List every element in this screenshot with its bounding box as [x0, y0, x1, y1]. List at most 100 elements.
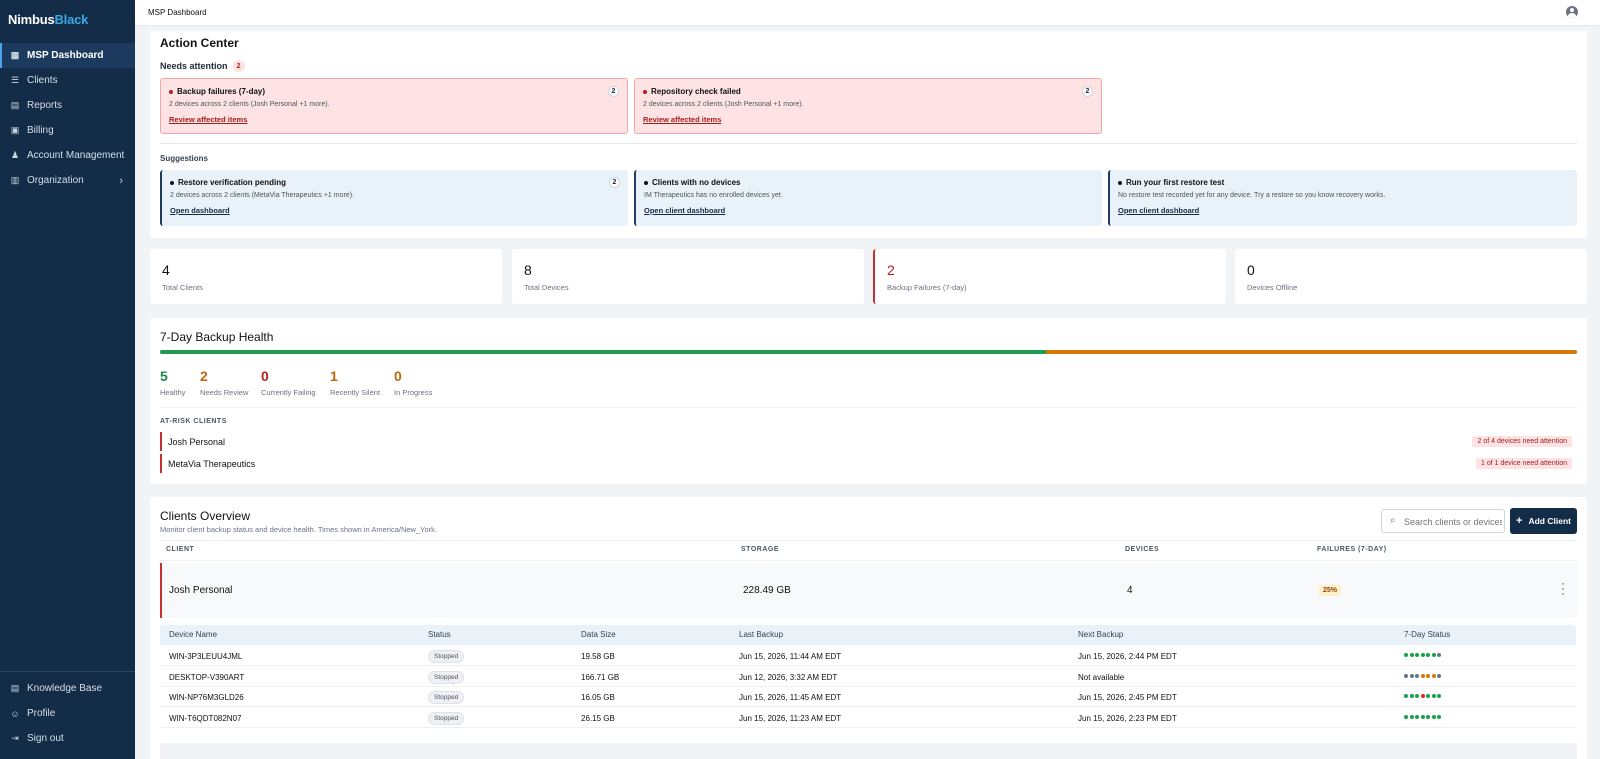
metric-value: 1: [330, 368, 338, 384]
sidebar-item-billing[interactable]: ▣ Billing: [0, 118, 135, 143]
metric-label: Recently Silent: [330, 388, 381, 397]
device-data-size: 19.58 GB: [581, 652, 615, 661]
sliders-icon: ☰: [10, 75, 20, 85]
backup-health-card: [150, 318, 1587, 484]
status-dot: [1404, 653, 1408, 657]
brand-logo[interactable]: NimbusBlack: [8, 12, 88, 27]
status-dot: [1404, 674, 1408, 678]
device-column-7day-status: 7-Day Status: [1404, 630, 1451, 639]
column-header-storage[interactable]: STORAGE: [741, 546, 779, 553]
divider: [160, 407, 1577, 408]
sidebar-item-label: Billing: [27, 125, 54, 136]
metric-label: Currently Failing: [261, 388, 316, 397]
clients-overview-title: Clients Overview: [160, 509, 251, 523]
topbar: MSP Dashboard: [135, 0, 1600, 26]
seven-day-status-dots: [1404, 653, 1441, 657]
column-header-failures[interactable]: FAILURES (7-DAY): [1317, 546, 1387, 553]
add-client-button[interactable]: + Add Client: [1510, 508, 1577, 534]
add-client-label: Add Client: [1528, 516, 1571, 526]
alert-description: 2 devices across 2 clients (Josh Persona…: [169, 101, 330, 108]
column-header-devices[interactable]: DEVICES: [1125, 546, 1160, 553]
sidebar-item-profile[interactable]: ☺ Profile: [0, 701, 135, 726]
plus-icon: +: [1516, 515, 1523, 527]
alert-title: Repository check failed: [651, 87, 741, 96]
alert-count: 2: [608, 86, 619, 97]
suggestion-count: 2: [609, 177, 620, 188]
user-icon: ☺: [10, 708, 20, 719]
sidebar-item-account-management[interactable]: ♟ Account Management: [0, 143, 135, 168]
needs-attention-count: 2: [232, 60, 245, 72]
status-dot: [1404, 694, 1408, 698]
alert-description: 2 devices across 2 clients (Josh Persona…: [643, 101, 804, 108]
open-client-dashboard-link[interactable]: Open client dashboard: [1118, 206, 1200, 215]
page-title: MSP Dashboard: [148, 8, 207, 17]
divider: [160, 143, 1577, 144]
device-row[interactable]: WIN-NP76M3GLD26 Stopped 16.05 GB Jun 15, 20…: [160, 687, 1576, 707]
device-data-size: 166.71 GB: [581, 673, 620, 682]
metric-in-progress: 0 In Progress: [394, 368, 432, 397]
column-header-client[interactable]: CLIENT: [166, 546, 195, 553]
users-icon: ♟: [10, 150, 20, 160]
review-affected-items-link[interactable]: Review affected items: [643, 115, 722, 124]
review-affected-items-link[interactable]: Review affected items: [169, 115, 248, 124]
sidebar-item-label: MSP Dashboard: [27, 50, 104, 61]
search-input[interactable]: [1404, 514, 1502, 529]
backup-health-title: 7-Day Backup Health: [160, 330, 274, 344]
at-risk-label: AT-RISK CLIENTS: [160, 418, 227, 425]
metric-value: 0: [394, 368, 402, 384]
suggestion-description: 2 devices across 2 clients (MetaVia Ther…: [170, 192, 354, 199]
sidebar-item-knowledge-base[interactable]: ▤ Knowledge Base: [0, 676, 135, 701]
device-name: WIN-NP76M3GLD26: [169, 693, 244, 702]
alert-repository-check: Repository check failed 2 2 devices acro…: [634, 78, 1102, 134]
sidebar-item-clients[interactable]: ☰ Clients: [0, 68, 135, 93]
alert-count: 2: [1082, 86, 1093, 97]
sidebar-item-label: Profile: [27, 708, 56, 719]
user-avatar-icon[interactable]: [1566, 6, 1578, 18]
seven-day-status-dots: [1404, 715, 1441, 719]
sidebar-item-label: Sign out: [27, 733, 64, 744]
suggestion-title: Run your first restore test: [1126, 178, 1225, 187]
brand-name-accent: Black: [54, 12, 89, 27]
stat-devices-offline: 0 Devices Offline: [1235, 249, 1587, 304]
status-dot: [1404, 715, 1408, 719]
seven-day-status-dots: [1404, 674, 1441, 678]
status-dot: [1437, 715, 1441, 719]
divider: [160, 540, 1577, 541]
more-options-icon[interactable]: · · ·: [1561, 576, 1565, 600]
metric-label: Needs Review: [200, 388, 249, 397]
grid-icon: ▦: [10, 50, 20, 60]
metric-label: In Progress: [394, 388, 433, 397]
device-column-last-backup: Last Backup: [739, 630, 784, 639]
device-last-backup: Jun 15, 2026, 11:44 AM EDT: [739, 652, 842, 661]
status-dot: [1437, 694, 1441, 698]
metric-value: 2: [200, 368, 208, 384]
status-dot: [1409, 674, 1414, 678]
status-dot: [1409, 694, 1414, 698]
device-row[interactable]: DESKTOP-V390ART Stopped 166.71 GB Jun 12, 2…: [160, 667, 1576, 687]
at-risk-client-row[interactable]: Josh Personal 2 of 4 devices need attenti…: [160, 432, 1572, 451]
device-data-size: 16.05 GB: [581, 693, 615, 702]
status-badge: Stopped: [428, 650, 465, 663]
device-next-backup: Jun 15, 2026, 2:45 PM EDT: [1078, 693, 1177, 702]
device-row[interactable]: WIN-T6QDT082N07 Stopped 26.15 GB Jun 15, 20…: [160, 708, 1576, 728]
stat-label: Backup Failures (7-day): [887, 283, 967, 292]
client-name: Josh Personal: [169, 585, 233, 596]
open-client-dashboard-link[interactable]: Open client dashboard: [644, 206, 726, 215]
sidebar-item-reports[interactable]: ▤ Reports: [0, 93, 135, 118]
stat-label: Devices Offline: [1247, 283, 1298, 292]
device-row[interactable]: WIN-3P3LEUU4JML Stopped 19.58 GB Jun 15, 20…: [160, 646, 1576, 666]
at-risk-client-name: MetaVia Therapeutics: [168, 458, 256, 469]
chevron-right-icon: ›: [119, 174, 123, 187]
sidebar-item-label: Reports: [27, 100, 63, 111]
client-row[interactable]: Josh Personal 228.49 GB 4 25% · · ·: [160, 563, 1577, 618]
sidebar-item-sign-out[interactable]: ⇥ Sign out: [0, 726, 135, 751]
sidebar-item-msp-dashboard[interactable]: ▦ MSP Dashboard: [0, 43, 135, 68]
divider: [160, 560, 1577, 561]
at-risk-client-row[interactable]: MetaVia Therapeutics 1 of 1 device need a…: [160, 454, 1572, 473]
open-dashboard-link[interactable]: Open dashboard: [170, 206, 230, 215]
device-column-name: Device Name: [169, 630, 218, 639]
suggestion-first-restore-test: Run your first restore test No restore t…: [1108, 170, 1577, 226]
status-dot: [1420, 694, 1425, 698]
sidebar-item-organization[interactable]: ▥ Organization ›: [0, 168, 135, 193]
device-last-backup: Jun 15, 2026, 11:45 AM EDT: [739, 693, 842, 702]
